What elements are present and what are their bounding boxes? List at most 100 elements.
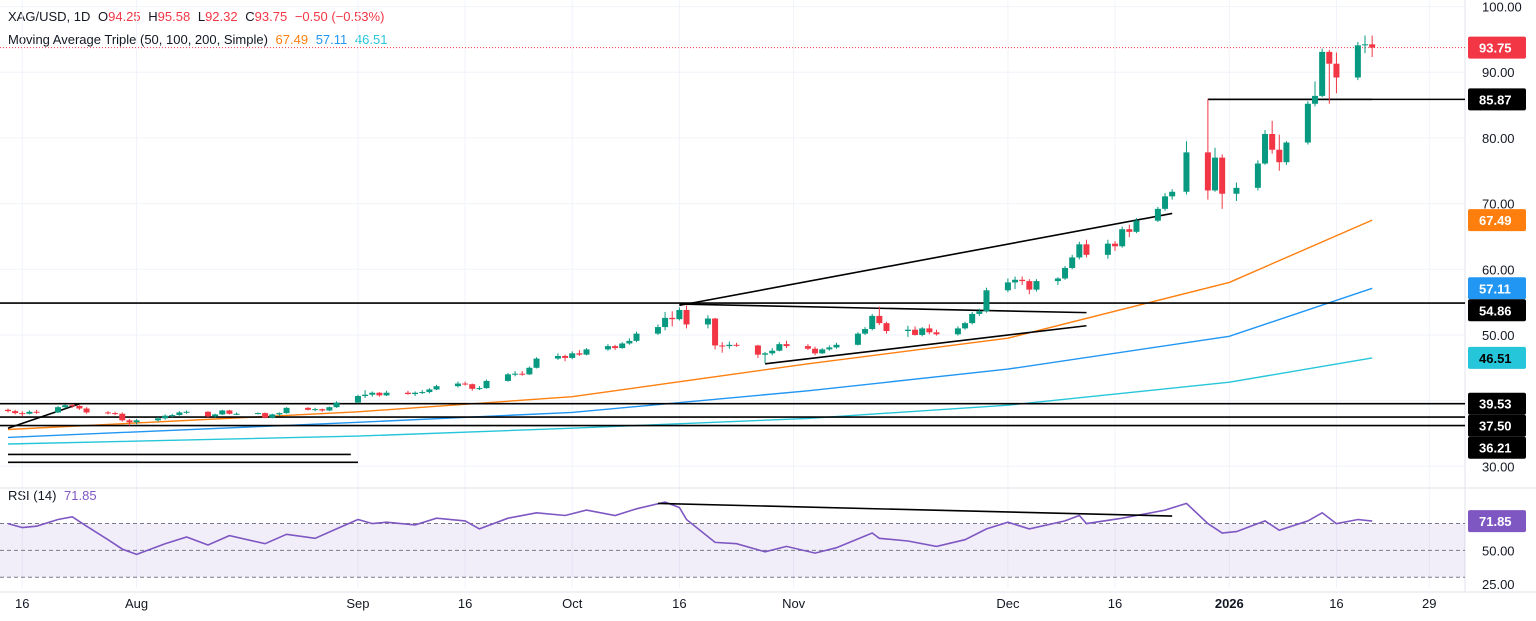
- candle-body: [926, 328, 933, 333]
- date-tick-label: Nov: [782, 596, 806, 611]
- candle-body: [1154, 208, 1161, 221]
- rsi-tick-label: 50.00: [1482, 543, 1515, 558]
- candle-body: [883, 323, 890, 332]
- trendline: [7, 403, 80, 429]
- candle-body: [62, 405, 69, 408]
- candle-body: [533, 358, 540, 368]
- candle-body: [212, 414, 219, 417]
- candle-body: [426, 389, 433, 393]
- ma50-line: [7, 219, 1373, 431]
- candle-body: [854, 333, 861, 345]
- candle-body: [219, 410, 226, 415]
- candle-body: [133, 420, 140, 423]
- candle-body: [1033, 281, 1040, 290]
- candle-body: [1183, 152, 1190, 192]
- candle-body: [933, 332, 940, 335]
- price-tag: [1468, 414, 1526, 437]
- price-tag: [1468, 299, 1526, 322]
- candle-body: [954, 328, 961, 335]
- candle-body: [104, 412, 111, 414]
- candle-body: [1276, 149, 1283, 163]
- date-tick-label: Oct: [562, 596, 583, 611]
- candle-body: [633, 333, 640, 341]
- rsi-pane: [7, 501, 1373, 556]
- price-tag: [1468, 277, 1526, 300]
- candle-body: [833, 344, 840, 348]
- candle-body: [819, 349, 826, 354]
- candle-body: [676, 309, 683, 320]
- candle-body: [776, 344, 783, 351]
- trendline: [679, 212, 1173, 307]
- candle-body: [719, 345, 726, 347]
- candle-body: [733, 344, 740, 346]
- price-tag: [1468, 436, 1526, 459]
- price-tick-label: 60.00: [1482, 262, 1515, 277]
- date-tick-label: 16: [672, 596, 686, 611]
- axes: 100.0090.0080.0070.0060.0050.0040.0030.0…: [15, 0, 1522, 611]
- rsi-tag: [1468, 510, 1526, 533]
- candle-body: [1312, 95, 1319, 104]
- grid-lines: [0, 0, 1536, 593]
- price-tags: 93.75 85.87 67.49 57.11 54.86 46.51 39.53 37.50…: [1468, 36, 1526, 533]
- candle-body: [654, 327, 661, 334]
- symbol-label: XAG/USD, 1D: [8, 9, 91, 24]
- candle-body: [26, 411, 33, 414]
- change-value: −0.50 (−0.53%): [294, 9, 385, 24]
- candle-body: [204, 411, 211, 417]
- price-tag: [1468, 36, 1526, 59]
- candle-body: [283, 407, 290, 414]
- price-tag-label: 67.49: [1479, 213, 1512, 228]
- price-tick-label: 80.00: [1482, 131, 1515, 146]
- date-tick-label: 16: [458, 596, 472, 611]
- candle-body: [1133, 220, 1140, 232]
- candle-body: [1304, 103, 1311, 143]
- candle-body: [812, 348, 819, 354]
- trendlines: [7, 98, 1373, 464]
- candle-body: [754, 345, 761, 355]
- candle-body: [169, 415, 176, 417]
- candle-body: [1104, 243, 1111, 255]
- candle-body: [1333, 63, 1340, 78]
- candle-body: [504, 374, 511, 381]
- low-value: L92.32: [197, 9, 238, 24]
- rsi-label: RSI (14): [8, 488, 57, 503]
- ohlc-legend: XAG/USD, 1D O94.25 H95.58 L92.32 C93.75 …: [8, 9, 388, 24]
- candle-body: [726, 344, 733, 347]
- price-tick-label: 70.00: [1482, 197, 1515, 212]
- rsi-value: 71.85: [64, 488, 97, 503]
- candle-body: [562, 355, 569, 358]
- candle-body: [1254, 163, 1261, 188]
- candle-body: [19, 413, 26, 415]
- price-tag: [1468, 88, 1526, 111]
- candle-body: [762, 353, 769, 355]
- candle-body: [412, 392, 419, 395]
- date-tick-label: 2026: [1215, 596, 1244, 611]
- ma-label: Moving Average Triple (50, 100, 200, Sim…: [8, 32, 268, 47]
- candle-body: [1054, 278, 1061, 282]
- candle-body: [1062, 267, 1069, 279]
- candle-body: [162, 415, 169, 419]
- candle-body: [1362, 44, 1369, 46]
- open-value: O94.25: [97, 9, 141, 24]
- candle-body: [826, 347, 833, 350]
- candle-body: [1126, 229, 1133, 232]
- candle-body: [333, 402, 340, 408]
- candle-body: [476, 388, 483, 390]
- candle-body: [312, 409, 319, 411]
- candle-body: [626, 340, 633, 344]
- candle-body: [1369, 44, 1376, 48]
- candle-body: [433, 386, 440, 390]
- candle-body: [112, 413, 119, 415]
- candle-body: [469, 384, 476, 389]
- candle-body: [1012, 279, 1019, 283]
- price-tag: [1468, 346, 1526, 369]
- candle-body: [1319, 51, 1326, 96]
- date-tick-label: 16: [1108, 596, 1122, 611]
- candle-body: [1233, 187, 1240, 194]
- date-tick-label: Dec: [996, 596, 1020, 611]
- candle-body: [612, 346, 619, 349]
- candle-body: [783, 344, 790, 347]
- candle-body: [304, 407, 311, 410]
- candle-body: [919, 328, 926, 335]
